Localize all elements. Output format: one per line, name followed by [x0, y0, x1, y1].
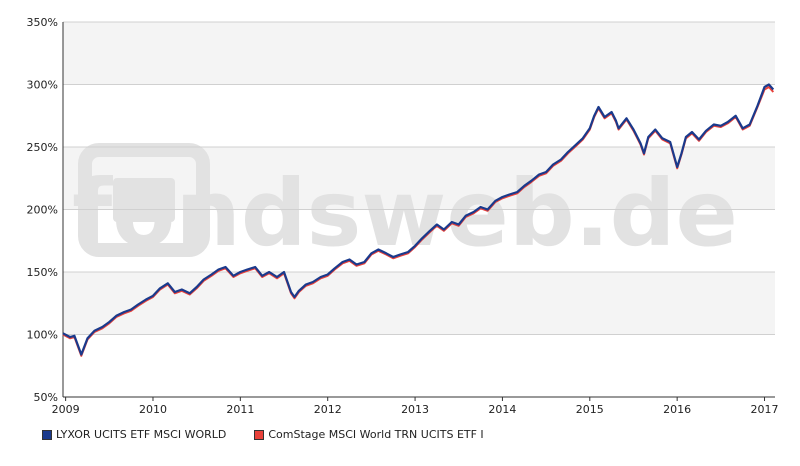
x-tick-label: 2016: [663, 403, 691, 416]
y-tick-label: 250%: [27, 141, 58, 154]
background-bands: [63, 22, 775, 335]
band-300: [63, 22, 775, 85]
x-tick-label: 2014: [488, 403, 516, 416]
legend-swatch-series-2: [254, 429, 265, 440]
legend-item-series-1[interactable]: LYXOR UCITS ETF MSCI WORLD: [42, 428, 226, 441]
x-axis-ticks: 2009 2010 2011 2012 2013 2014 2015 2016 2017: [52, 397, 779, 416]
legend-swatch-series-1: [42, 429, 52, 440]
legend: LYXOR UCITS ETF MSCI WORLD ComStage MSCI…: [42, 428, 484, 441]
band-200: [63, 147, 775, 210]
x-tick-label: 2015: [576, 403, 604, 416]
x-tick-label: 2013: [401, 403, 429, 416]
y-axis-ticks: 50% 100% 150% 200% 250% 300% 350%: [27, 16, 58, 404]
x-tick-label: 2009: [52, 403, 80, 416]
watermark-logo-icon: [78, 143, 210, 257]
legend-label-series-2: ComStage MSCI World TRN UCITS ETF I: [268, 428, 484, 441]
band-100: [63, 272, 775, 335]
series-lines: [62, 83, 775, 357]
y-tick-label: 50%: [34, 391, 58, 404]
x-tick-label: 2011: [226, 403, 254, 416]
y-tick-label: 350%: [27, 16, 58, 29]
legend-label-series-1: LYXOR UCITS ETF MSCI WORLD: [56, 428, 227, 441]
y-tick-label: 150%: [27, 266, 58, 279]
y-tick-label: 300%: [27, 79, 58, 92]
series-line-1: [62, 83, 775, 356]
x-tick-label: 2012: [314, 403, 342, 416]
y-tick-label: 100%: [27, 329, 58, 342]
x-tick-label: 2010: [139, 403, 167, 416]
y-tick-label: 200%: [27, 204, 58, 217]
legend-item-series-2[interactable]: ComStage MSCI World TRN UCITS ETF I: [254, 428, 484, 441]
x-tick-label: 2017: [751, 403, 779, 416]
